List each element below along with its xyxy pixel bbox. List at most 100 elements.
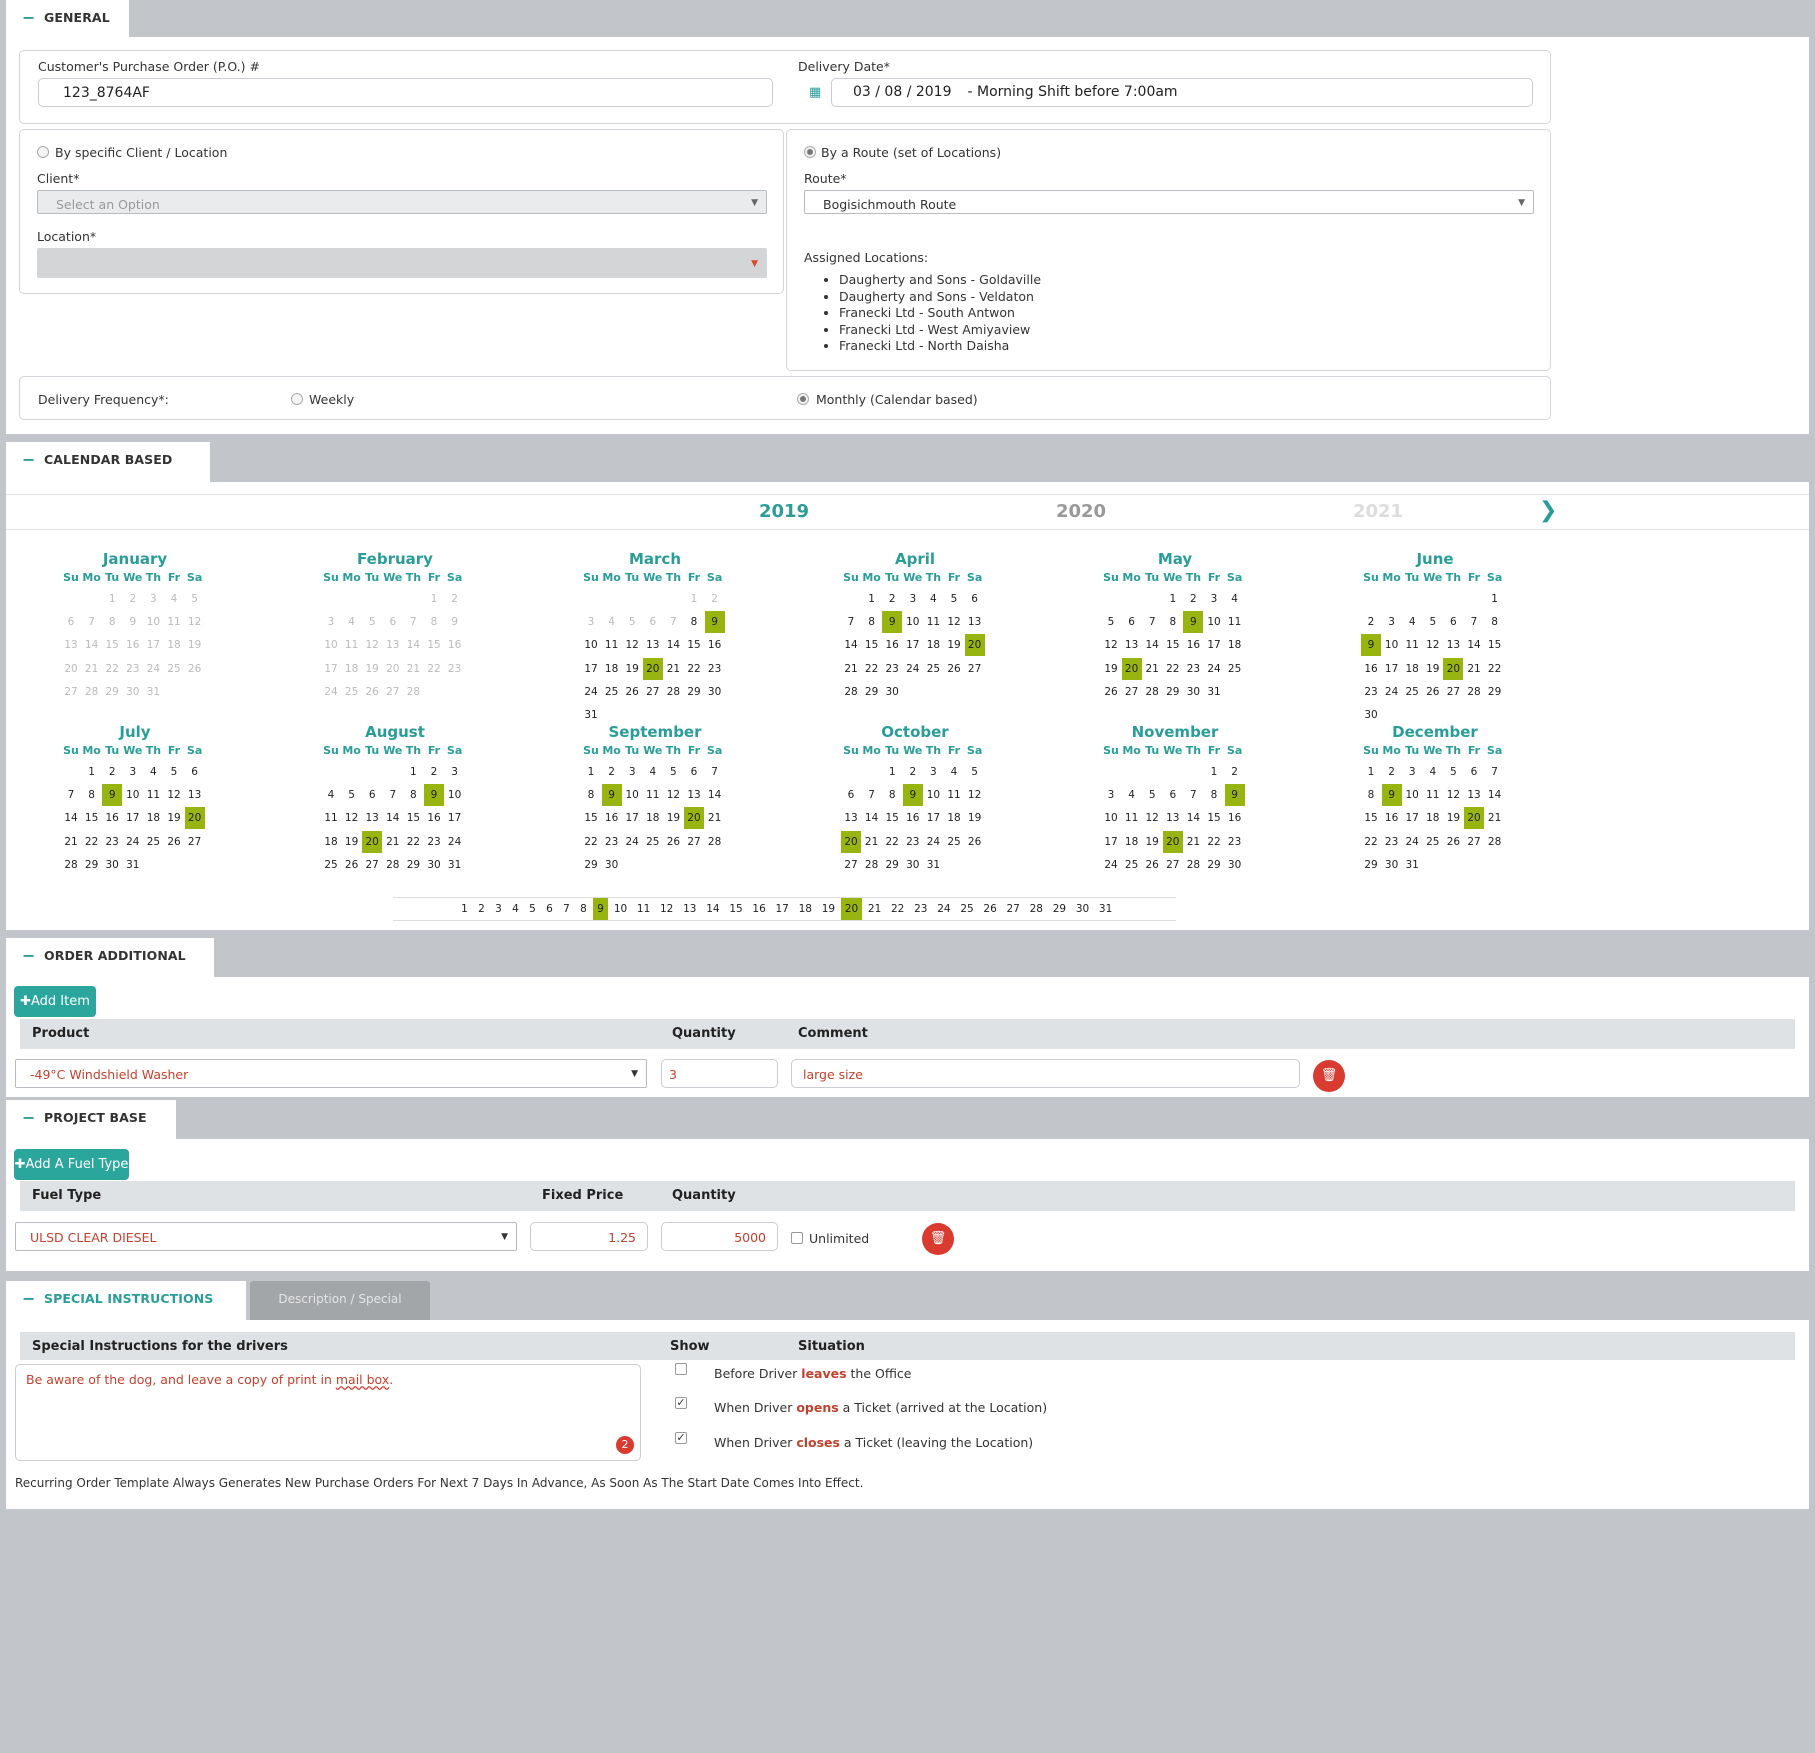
calendar-day[interactable]: 2 [1388,766,1395,778]
calendar-day[interactable]: 19 [1104,662,1118,675]
calendar-day[interactable]: 27 [1446,685,1461,698]
strip-day[interactable]: 6 [546,903,553,915]
calendar-day[interactable]: 30 [707,685,722,698]
strip-day[interactable]: 25 [960,903,974,915]
calendar-day[interactable]: 24 [1405,835,1419,848]
calendar-day[interactable]: 14 [844,639,858,652]
calendar-day[interactable]: 10 [625,789,639,802]
calendar-day[interactable]: 20 [1121,657,1142,680]
calendar-day[interactable]: 16 [906,812,920,825]
calendar-day[interactable]: 30 [604,858,619,871]
calendar-day[interactable]: 20 [1162,830,1183,853]
calendar-day[interactable]: 26 [947,662,961,675]
calendar-day[interactable]: 21 [1145,662,1159,675]
calendar-day[interactable]: 4 [150,766,157,778]
calendar-day[interactable]: 9 [1381,784,1402,807]
calendar-day[interactable]: 5 [950,593,958,605]
add-item-button[interactable]: ✚Add Item [14,986,96,1017]
calendar-day[interactable]: 12 [1104,639,1118,652]
calendar-day[interactable]: 18 [947,812,961,825]
calendar-day[interactable]: 29 [1166,685,1180,698]
client-radio[interactable] [37,146,49,158]
calendar-day[interactable]: 14 [864,812,879,825]
calendar-day[interactable]: 30 [1227,858,1242,871]
calendar-day[interactable]: 27 [646,685,660,698]
calendar-day[interactable]: 16 [1364,662,1378,675]
collapse-icon[interactable]: − [22,946,36,965]
calendar-day[interactable]: 23 [1227,835,1242,848]
calendar-day[interactable]: 22 [885,835,899,848]
tab-project-pricing[interactable]: −PROJECT BASE PRICING [6,1100,176,1161]
calendar-day[interactable]: 11 [646,789,660,802]
strip-day[interactable]: 15 [729,903,743,915]
calendar-day[interactable]: 27 [365,858,379,871]
calendar-day[interactable]: 7 [1148,616,1156,629]
calendar-day[interactable]: 13 [844,812,858,825]
strip-day[interactable]: 17 [775,903,789,915]
calendar-day[interactable]: 10 [906,616,920,629]
calendar-day[interactable]: 28 [864,858,879,871]
calendar-day[interactable]: 28 [1487,835,1502,848]
calendar-day[interactable]: 10 [126,789,140,802]
spellcheck-badge[interactable]: 2 [616,1436,634,1454]
calendar-day[interactable]: 27 [687,835,701,848]
calendar-day[interactable]: 6 [368,789,376,802]
calendar-day[interactable]: 12 [625,639,639,652]
calendar-day[interactable]: 5 [1450,766,1457,778]
calendar-day[interactable]: 31 [126,858,140,871]
calendar-day[interactable]: 1 [1491,593,1498,605]
calendar-day[interactable]: 8 [88,789,95,802]
calendar-day[interactable]: 14 [1467,639,1481,652]
calendar-day[interactable]: 7 [1491,766,1498,778]
calendar-day[interactable]: 25 [1426,835,1440,848]
strip-day[interactable]: 5 [529,903,536,915]
calendar-day[interactable]: 11 [1426,789,1440,802]
calendar-day[interactable]: 9 [424,784,444,807]
calendar-day[interactable]: 29 [885,858,899,871]
calendar-day[interactable]: 12 [967,789,982,802]
strip-day[interactable]: 31 [1098,903,1113,915]
calendar-day[interactable]: 4 [1128,789,1135,802]
calendar-day[interactable]: 26 [1104,685,1118,698]
calendar-day[interactable]: 17 [447,812,462,825]
calendar-day[interactable]: 7 [711,766,718,778]
calendar-day[interactable]: 4 [1429,766,1437,778]
calendar-day[interactable]: 9 [1224,784,1245,807]
calendar-day[interactable]: 27 [967,662,982,675]
calendar-day[interactable]: 21 [844,662,858,675]
delete-fuel-button[interactable]: 🗑 [922,1223,954,1255]
calendar-day[interactable]: 1 [1367,766,1375,778]
calendar-day[interactable]: 5 [971,766,978,778]
calendar-day[interactable]: 14 [1186,812,1201,825]
calendar-day[interactable]: 22 [84,835,99,848]
calendar-day[interactable]: 8 [1169,616,1177,629]
calendar-icon[interactable]: ▦ [809,85,822,100]
calendar-day[interactable]: 14 [1145,639,1159,652]
calendar-day[interactable]: 8 [868,616,875,629]
calendar-day[interactable]: 22 [1207,835,1221,848]
calendar-day[interactable]: 13 [967,616,982,629]
strip-day[interactable]: 23 [914,903,928,915]
calendar-day[interactable]: 19 [1426,662,1440,675]
calendar-day[interactable]: 23 [1384,835,1399,848]
calendar-day[interactable]: 6 [847,789,855,802]
calendar-day[interactable]: 25 [146,835,161,848]
calendar-day[interactable]: 19 [625,662,639,675]
calendar-day[interactable]: 19 [167,812,181,825]
strip-day[interactable]: 1 [461,903,468,915]
tab-description[interactable]: Description / Special Instructions [250,1281,430,1342]
product-comment-input[interactable]: large size [791,1059,1300,1088]
collapse-icon[interactable]: − [22,1289,36,1308]
calendar-day[interactable]: 16 [604,812,619,825]
calendar-day[interactable]: 21 [1467,662,1481,675]
calendar-day[interactable]: 25 [1405,685,1419,698]
strip-day[interactable]: 24 [937,903,951,915]
calendar-day[interactable]: 18 [1124,835,1139,848]
calendar-day[interactable]: 18 [926,639,941,652]
calendar-day[interactable]: 12 [1446,789,1461,802]
calendar-day[interactable]: 2 [1367,616,1375,629]
calendar-day[interactable]: 17 [1384,662,1399,675]
calendar-day[interactable]: 28 [666,685,681,698]
calendar-day[interactable]: 20 [184,807,205,830]
calendar-day[interactable]: 16 [427,812,441,825]
